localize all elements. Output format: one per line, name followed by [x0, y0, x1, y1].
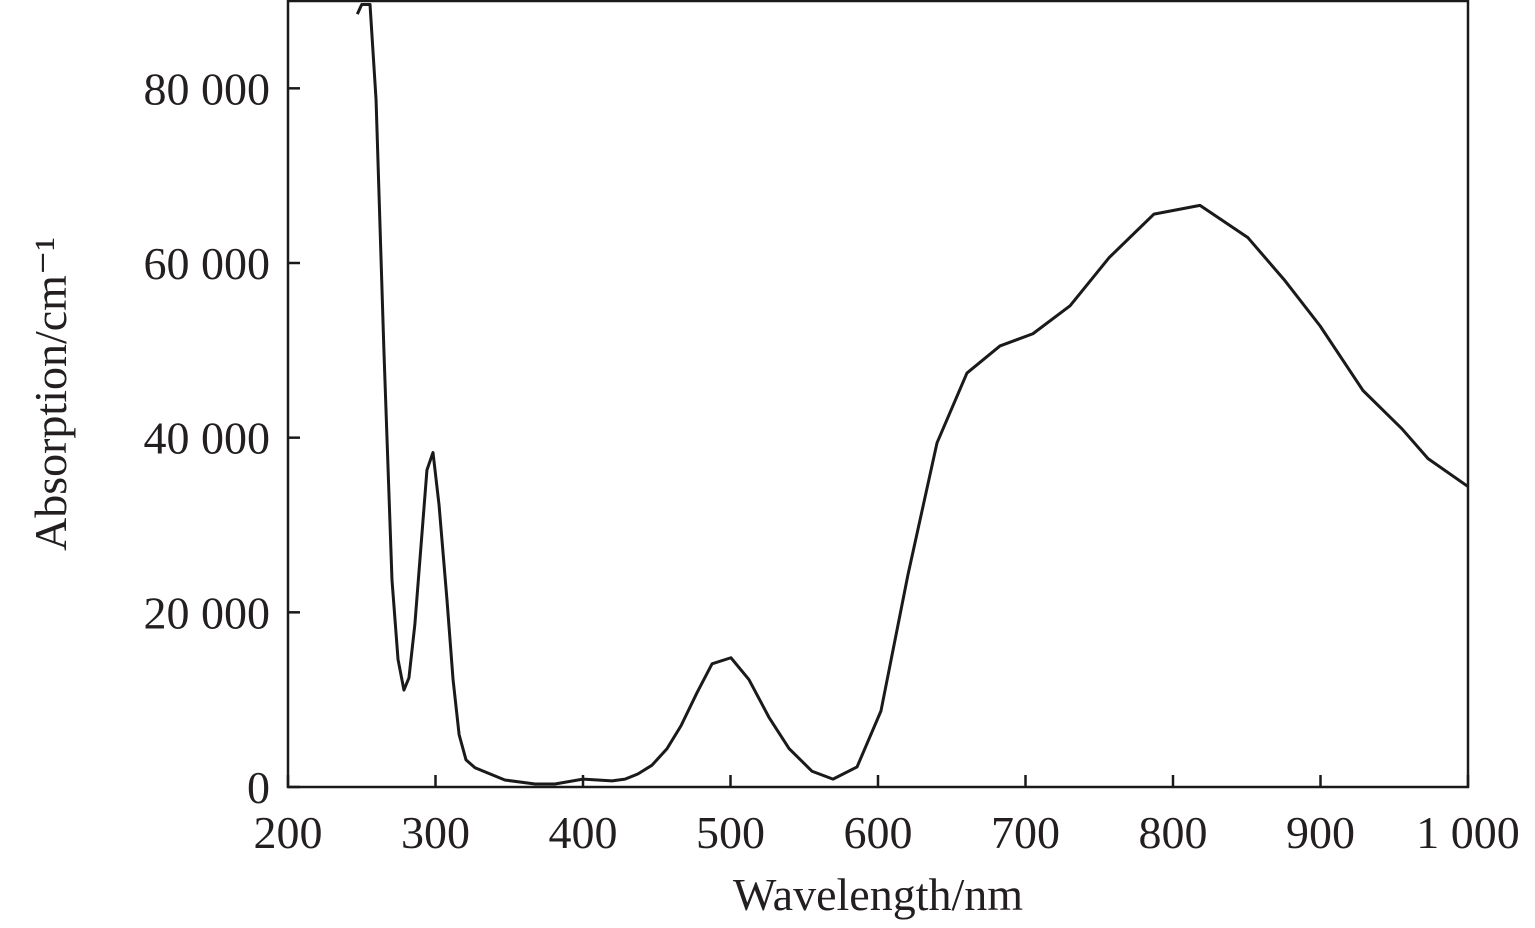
x-tick-label: 1 000 [1416, 807, 1520, 858]
x-tick-label: 900 [1286, 807, 1355, 858]
x-tick-label: 700 [991, 807, 1060, 858]
x-axis-label: Wavelength/nm [733, 869, 1023, 920]
y-tick-label: 20 000 [144, 587, 271, 638]
y-tick-label: 0 [247, 762, 270, 813]
x-tick-label: 800 [1139, 807, 1208, 858]
data-line [355, 2, 1468, 786]
x-tick-label: 400 [549, 807, 618, 858]
x-tick-label: 600 [844, 807, 913, 858]
plot-frame [286, 0, 1470, 789]
y-tick-label: 40 000 [144, 413, 271, 464]
x-tick-label: 300 [401, 807, 470, 858]
y-tick-label: 60 000 [144, 238, 271, 289]
x-tick-label: 200 [254, 807, 323, 858]
y-tick-label: 80 000 [144, 63, 271, 114]
x-tick-label: 500 [696, 807, 765, 858]
y-axis-label: Absorption/cm⁻¹ [25, 237, 76, 551]
